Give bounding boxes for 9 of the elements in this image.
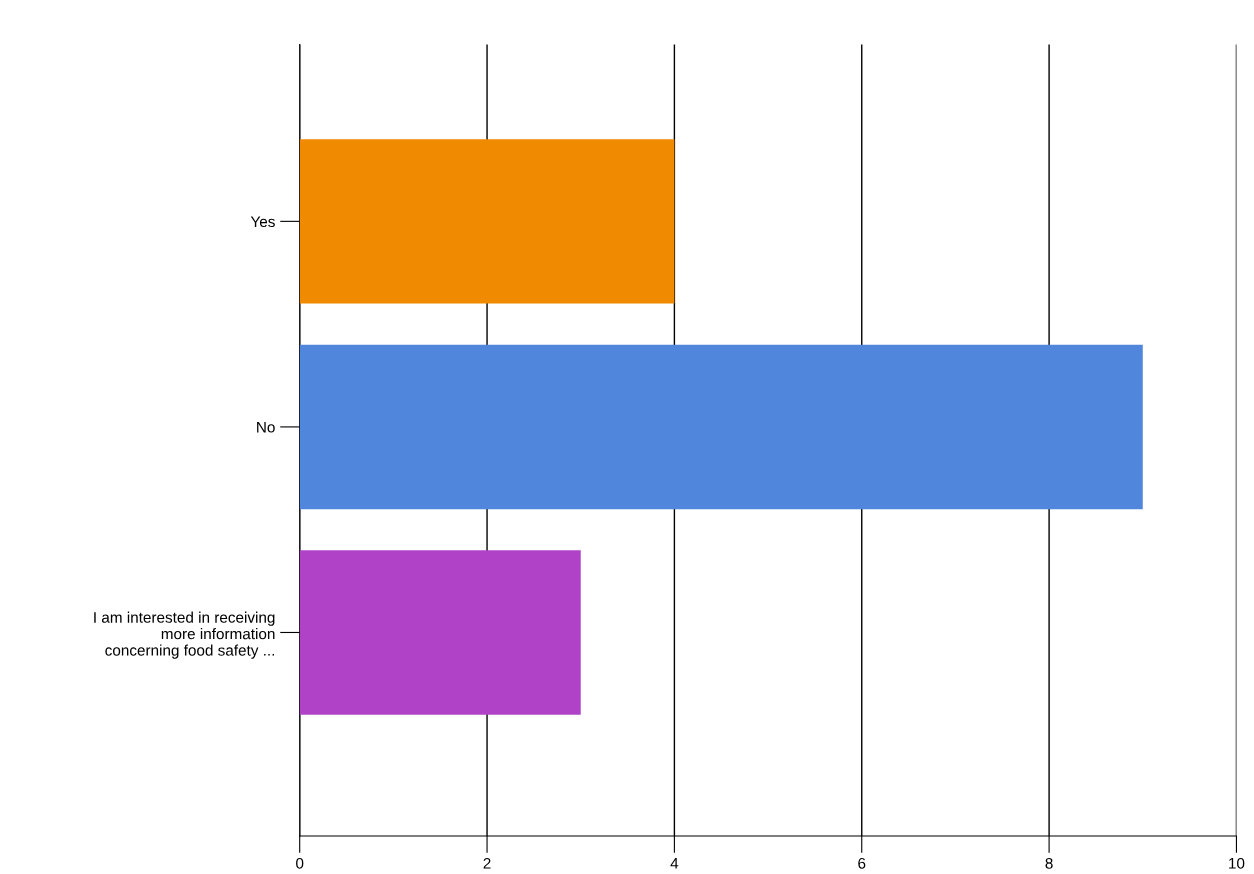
- x-tick-label: 4: [670, 858, 679, 869]
- x-tick-label: 10: [1229, 857, 1245, 869]
- y-tick-label: I am interested in receiving more information concerning food safety ...: [94, 611, 275, 659]
- y-tick-label: No: [257, 421, 275, 433]
- x-tick-label: 8: [1045, 857, 1053, 869]
- y-tick-label: Yes: [250, 216, 275, 228]
- x-tick-label: 2: [483, 857, 491, 869]
- x-tick-label: 0: [296, 857, 304, 869]
- x-tick-label: 6: [858, 857, 866, 869]
